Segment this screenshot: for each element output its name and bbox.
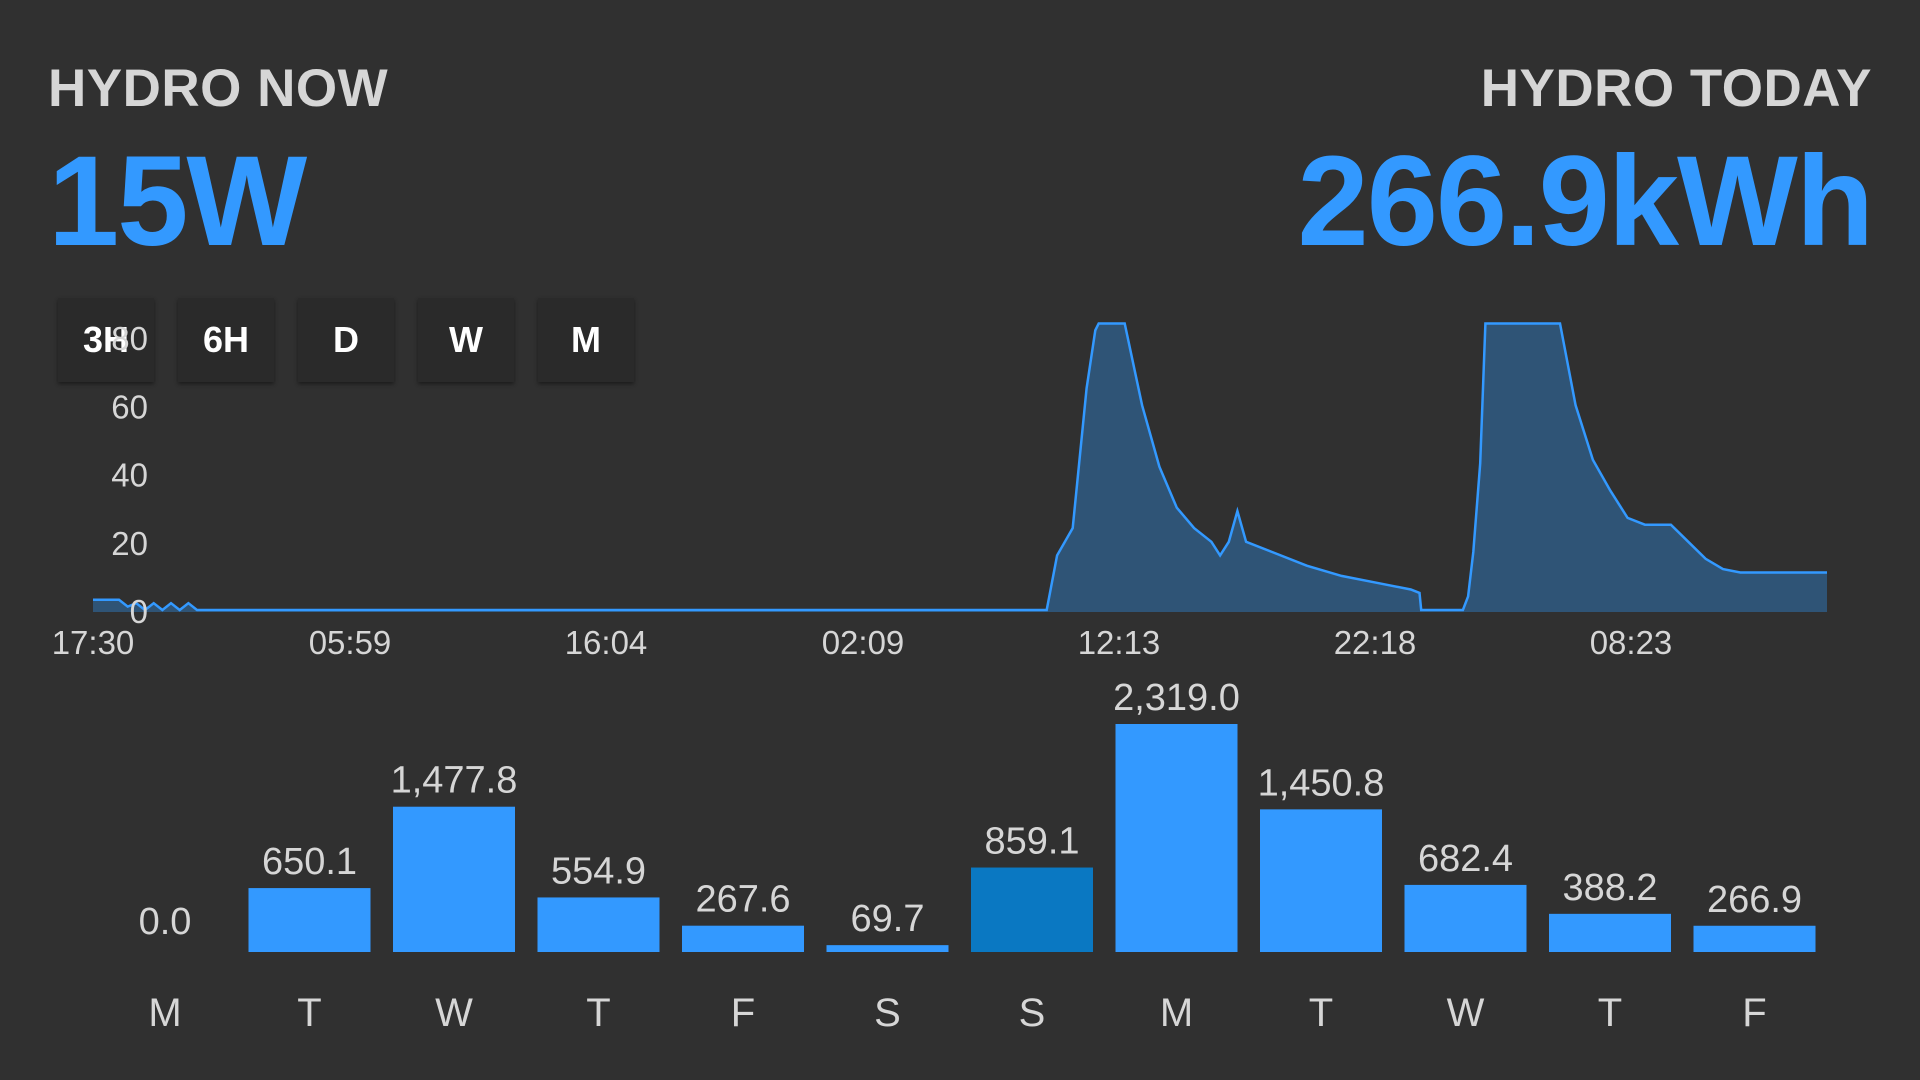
x-tick-label: 22:18 — [1334, 624, 1417, 661]
bar-value-label: 69.7 — [851, 898, 925, 940]
bar[interactable] — [1549, 913, 1671, 952]
daily-energy-bar-chart: 0.0 M 650.1 T 1,477.8 W 554.9 T 267.6 F 69.7 S 859.1… — [139, 677, 1816, 1030]
y-tick-label: 40 — [111, 457, 148, 494]
power-area-chart: 0 20 40 60 80 17:30 05:59 16:04 02:09 12:13 22:18 0… — [52, 320, 1827, 661]
bar-value-label: 267.6 — [695, 879, 790, 921]
bar[interactable] — [1404, 884, 1527, 952]
y-tick-label: 20 — [111, 525, 148, 562]
day-label: W — [435, 991, 473, 1030]
bar[interactable] — [1260, 809, 1382, 952]
day-label: S — [874, 991, 901, 1030]
range-button-w[interactable]: W — [418, 298, 514, 382]
x-tick-label: 16:04 — [565, 624, 648, 661]
range-button-d[interactable]: D — [298, 298, 394, 382]
bar-value-label: 650.1 — [262, 841, 357, 883]
day-label: T — [1598, 991, 1622, 1030]
time-range-selector: 3H 6H D W M — [58, 298, 634, 382]
day-label: S — [1019, 991, 1046, 1030]
range-button-6h[interactable]: 6H — [178, 298, 274, 382]
day-label: M — [1160, 991, 1193, 1030]
bar-value-label: 1,450.8 — [1258, 762, 1385, 804]
bar-value-label: 1,477.8 — [391, 760, 518, 802]
power-series-line — [92, 322, 1827, 612]
range-button-m[interactable]: M — [538, 298, 634, 382]
hydro-now-value: 15W — [48, 130, 307, 273]
bar[interactable] — [1693, 925, 1816, 952]
bar[interactable] — [248, 888, 371, 952]
bar[interactable] — [393, 806, 515, 952]
hydro-now-label: HYDRO NOW — [48, 59, 389, 118]
bar-value-label: 388.2 — [1562, 867, 1657, 909]
day-label: W — [1447, 991, 1485, 1030]
day-label: F — [731, 991, 755, 1030]
bar-value-label: 2,319.0 — [1113, 677, 1240, 719]
day-label: T — [1309, 991, 1333, 1030]
bar[interactable] — [1115, 724, 1238, 952]
bar-value-label: 682.4 — [1418, 838, 1513, 880]
hydro-today-value: 266.9kWh — [1297, 130, 1874, 273]
bar-value-label: 266.9 — [1707, 879, 1802, 921]
power-area-fill — [93, 323, 1827, 612]
bar-value-label: 859.1 — [984, 821, 1079, 863]
bar[interactable] — [537, 897, 660, 952]
y-tick-label: 80 — [111, 320, 148, 357]
bar[interactable] — [826, 945, 949, 952]
day-label: T — [586, 991, 610, 1030]
range-button-3h[interactable]: 3H — [58, 298, 154, 382]
y-tick-label: 60 — [111, 388, 148, 425]
x-tick-label: 05:59 — [309, 624, 392, 661]
bar[interactable] — [971, 867, 1093, 952]
y-tick-label: 0 — [130, 593, 148, 630]
bar[interactable] — [682, 925, 804, 952]
hydro-today-label: HYDRO TODAY — [1480, 59, 1872, 118]
bar-value-label: 554.9 — [551, 850, 646, 892]
x-tick-label: 17:30 — [52, 624, 135, 661]
x-tick-label: 08:23 — [1590, 624, 1673, 661]
x-tick-label: 12:13 — [1078, 624, 1161, 661]
day-label: M — [148, 991, 181, 1030]
bar-value-label: 0.0 — [139, 901, 192, 943]
day-label: F — [1742, 991, 1766, 1030]
x-tick-label: 02:09 — [822, 624, 905, 661]
day-label: T — [297, 991, 321, 1030]
